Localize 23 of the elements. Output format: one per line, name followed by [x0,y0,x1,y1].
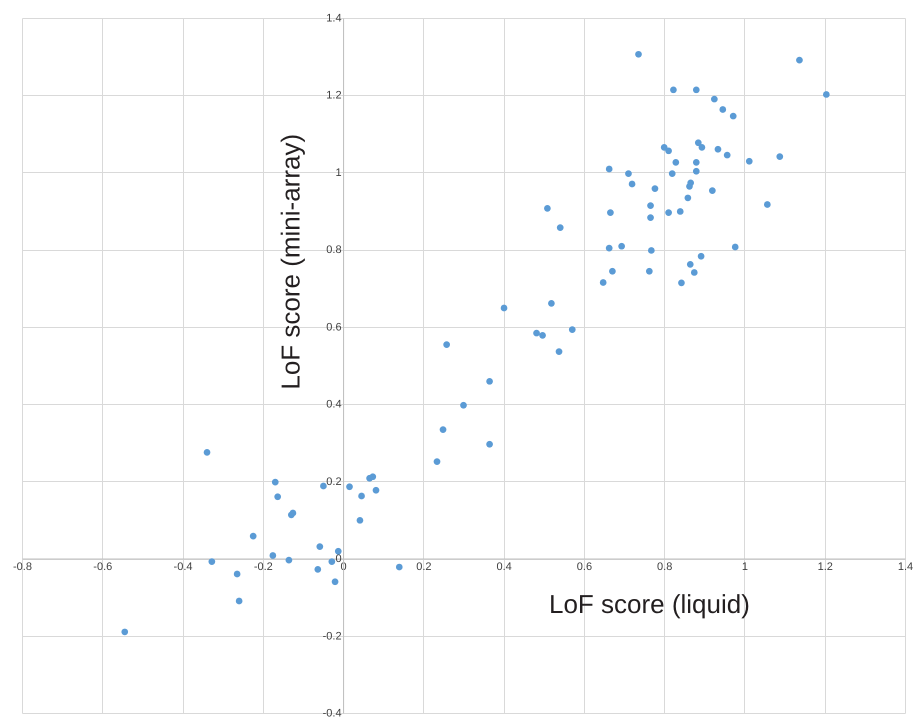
x-tick-label: 0.2 [416,561,432,574]
y-tick-label: -0.2 [322,630,342,642]
x-tick-label: 1 [742,561,748,574]
x-tick-label: -0.8 [13,561,32,574]
y-tick-label: 0.6 [326,321,342,334]
x-tick-label: 1.2 [818,561,833,574]
x-tick-label: 1.4 [898,561,914,574]
x-axis-title: LoF score (liquid) [549,589,750,620]
y-tick-label: 1.4 [326,12,342,24]
y-tick-label: 1.2 [326,90,342,102]
y-tick-label: 0.4 [326,398,342,411]
x-tick-label: 0.4 [496,561,512,574]
x-tick-label: 0.8 [657,561,672,574]
x-tick-label: 0.6 [576,561,592,574]
y-tick-label: -0.4 [322,708,342,717]
y-tick-label: 0.8 [326,244,342,256]
y-axis-title: LoF score (mini-array) [276,134,306,390]
x-tick-label: -0.2 [254,561,273,574]
x-tick-label: -0.6 [93,561,112,574]
y-tick-label: 1 [335,166,342,179]
y-tick-label: 0 [335,553,342,566]
y-tick-label: 0.2 [326,476,342,488]
x-tick-label: -0.4 [174,561,193,574]
